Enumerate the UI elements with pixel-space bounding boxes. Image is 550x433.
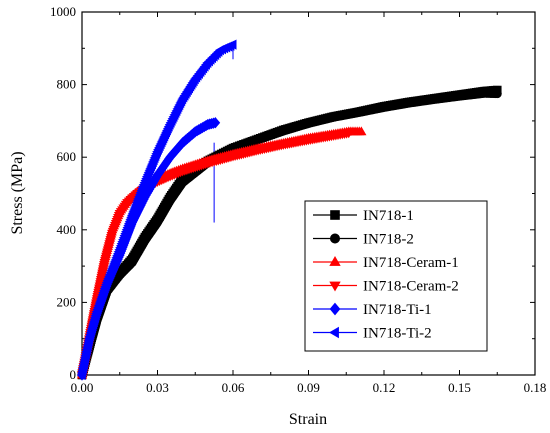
data-point bbox=[227, 39, 237, 50]
y-tick-label: 0 bbox=[70, 367, 77, 382]
x-tick-label: 0.18 bbox=[524, 380, 547, 395]
x-tick-label: 0.03 bbox=[146, 380, 169, 395]
y-tick-label: 1000 bbox=[50, 4, 76, 19]
legend: IN718-1 IN718-2 IN718-Ceram-1 IN718-Ceram-2… bbox=[304, 200, 488, 352]
x-tick-label: 0.15 bbox=[448, 380, 471, 395]
legend-label: IN718-Ceram-2 bbox=[363, 279, 459, 295]
plot-area bbox=[76, 39, 502, 381]
series-in718-ti-2 bbox=[76, 39, 237, 381]
legend-label: IN718-Ti-2 bbox=[363, 326, 432, 342]
legend-label: IN718-1 bbox=[363, 208, 414, 224]
x-tick-label: 0.06 bbox=[222, 380, 245, 395]
data-point bbox=[210, 117, 221, 129]
x-tick-label: 0.12 bbox=[373, 380, 396, 395]
series-in718-ti-1 bbox=[77, 117, 221, 381]
legend-marker bbox=[329, 255, 341, 266]
legend-entry: IN718-Ti-1 bbox=[313, 302, 432, 318]
legend-label: IN718-Ti-1 bbox=[363, 302, 432, 318]
axis-tick-labels: 0.00 0.03 0.06 0.09 0.12 0.15 0.18 0 200 400 600 80… bbox=[50, 4, 546, 395]
y-axis-title: Stress (MPa) bbox=[9, 151, 26, 234]
x-axis-title: Strain bbox=[289, 411, 327, 428]
y-tick-label: 400 bbox=[57, 222, 77, 237]
y-tick-label: 600 bbox=[57, 149, 77, 164]
data-point bbox=[492, 89, 502, 99]
y-tick-label: 800 bbox=[57, 77, 77, 92]
x-tick-label: 0.00 bbox=[71, 380, 94, 395]
legend-entry: IN718-1 bbox=[313, 208, 414, 224]
legend-marker bbox=[329, 233, 341, 244]
legend-label: IN718-2 bbox=[363, 232, 414, 248]
legend-entry: IN718-2 bbox=[313, 232, 414, 248]
series-layer bbox=[76, 39, 502, 381]
data-point bbox=[356, 126, 367, 136]
legend-entry: IN718-Ceram-1 bbox=[313, 255, 459, 271]
legend-box bbox=[304, 200, 488, 352]
legend-label: IN718-Ceram-1 bbox=[363, 255, 459, 271]
legend-entry: IN718-Ceram-2 bbox=[313, 279, 459, 295]
legend-marker bbox=[329, 281, 341, 292]
legend-marker bbox=[328, 326, 339, 339]
x-tick-label: 0.09 bbox=[297, 380, 320, 395]
legend-marker bbox=[329, 302, 341, 316]
data-point bbox=[343, 129, 354, 139]
annotations bbox=[213, 44, 234, 223]
y-tick-label: 200 bbox=[57, 294, 77, 309]
legend-entry: IN718-Ti-2 bbox=[313, 326, 432, 342]
axis-ticks bbox=[81, 11, 536, 376]
legend-marker bbox=[330, 210, 340, 220]
